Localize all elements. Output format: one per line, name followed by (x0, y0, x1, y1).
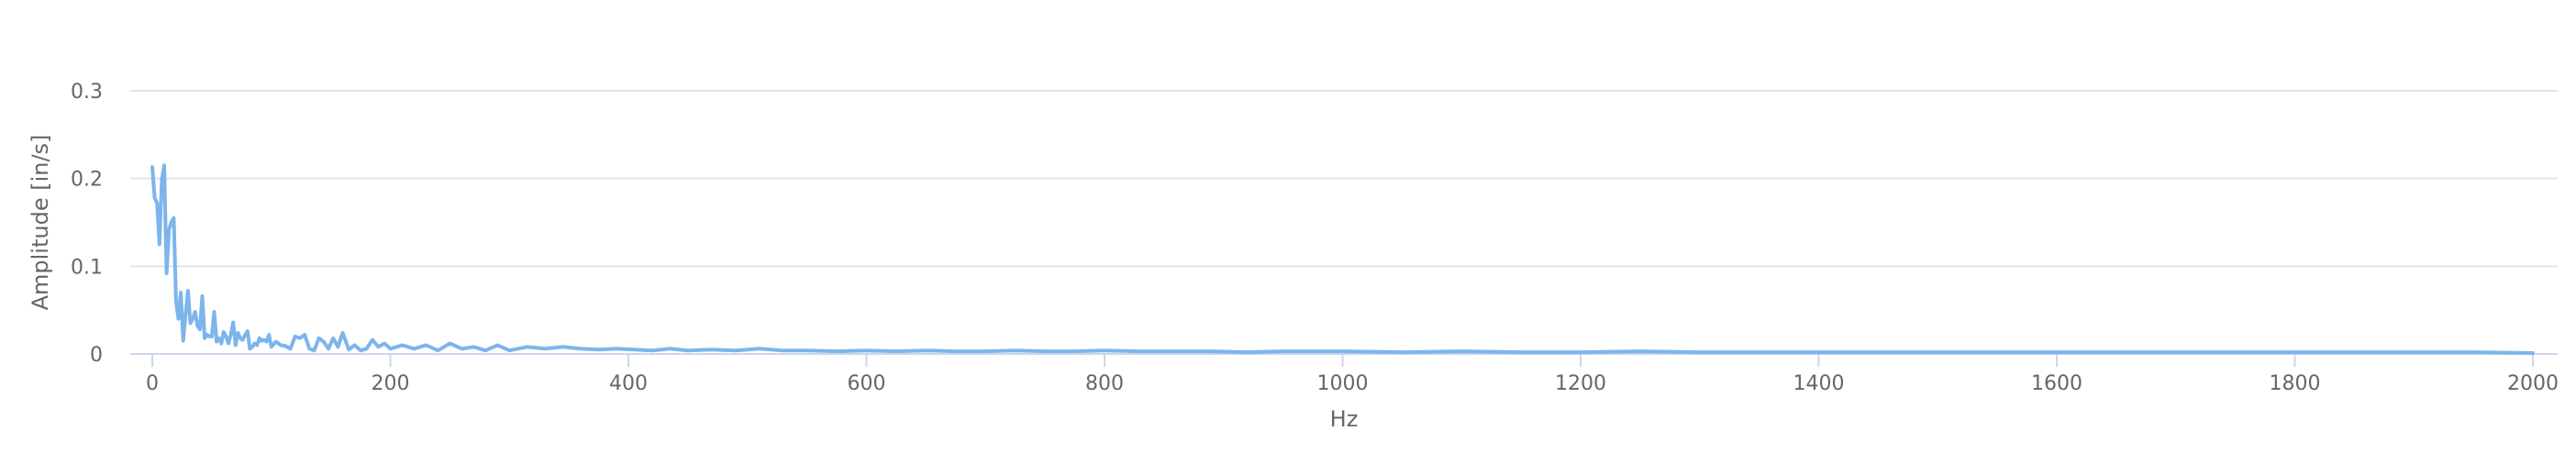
x-tick-label: 1200 (1555, 372, 1606, 395)
x-tick-label: 1600 (2031, 372, 2082, 395)
x-tick-label: 200 (372, 372, 410, 395)
gridlines (130, 90, 2558, 268)
y-tick-label: 0.3 (71, 81, 103, 104)
x-tick-label: 0 (146, 372, 159, 395)
x-tick-label: 400 (609, 372, 648, 395)
y-tick-label: 0 (90, 344, 103, 367)
x-tick-label: 1800 (2270, 372, 2321, 395)
x-tick-label: 1400 (1793, 372, 1845, 395)
x-axis-title: Hz (1330, 406, 1359, 432)
y-axis-title: Amplitude [in/s] (28, 135, 53, 311)
axes: 0 0.1 0.2 0.3 0 200 400 600 800 1000 1200 1400 1600 1… (71, 81, 2559, 395)
x-tick-label: 800 (1085, 372, 1124, 395)
y-tick-label: 0.2 (71, 169, 103, 192)
spectrum-series-line (150, 163, 2535, 355)
y-tick-label: 0.1 (71, 256, 103, 279)
x-tick-label: 1000 (1317, 372, 1369, 395)
series-layer (150, 163, 2535, 355)
x-tick-label: 600 (848, 372, 886, 395)
x-tick-label: 2000 (2507, 372, 2559, 395)
